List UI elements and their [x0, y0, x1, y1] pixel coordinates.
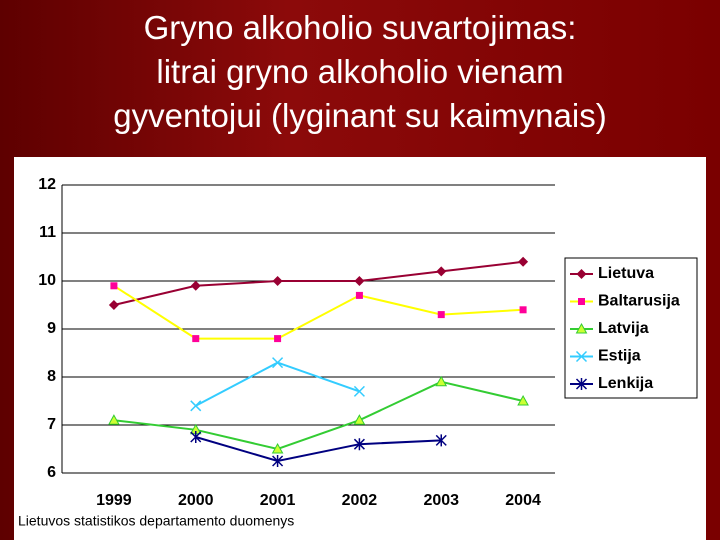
- series-line: [195, 436, 442, 463]
- legend-label: Latvija: [598, 320, 649, 337]
- data-point: [353, 385, 365, 397]
- title-line: gyventojui (lyginant su kaimynais): [113, 97, 607, 134]
- series-line: [113, 260, 524, 306]
- data-point: [272, 455, 284, 467]
- data-point: [190, 431, 202, 443]
- data-point: [435, 375, 448, 387]
- x-tick-label: 1999: [96, 492, 132, 509]
- x-tick-label: 2002: [342, 492, 378, 509]
- x-tick-label: 2001: [260, 492, 296, 509]
- data-point: [437, 311, 445, 319]
- legend-label: Estija: [598, 348, 641, 365]
- legend-marker: [576, 269, 587, 279]
- y-tick-label: 12: [38, 176, 56, 193]
- data-point: [110, 282, 118, 290]
- x-tick-label: 2004: [505, 492, 541, 509]
- y-tick-label: 10: [38, 272, 56, 289]
- y-tick-label: 9: [47, 320, 56, 337]
- data-point: [190, 280, 201, 291]
- x-tick-label: 2000: [178, 492, 214, 509]
- series-line: [113, 284, 524, 340]
- x-tick-label: 2003: [423, 492, 459, 509]
- data-point: [517, 394, 529, 406]
- series-line: [113, 380, 524, 451]
- y-tick-label: 7: [47, 416, 56, 433]
- title-line: Gryno alkoholio suvartojimas:: [143, 9, 577, 46]
- y-tick-label: 8: [47, 368, 56, 385]
- legend-marker: [575, 322, 588, 334]
- data-point: [190, 400, 202, 412]
- source-note: Lietuvos statistikos departamento duomen…: [18, 513, 294, 529]
- legend-marker: [578, 298, 585, 305]
- data-point: [272, 276, 283, 286]
- legend-marker: [575, 350, 588, 363]
- data-point: [271, 442, 284, 454]
- data-point: [108, 300, 119, 310]
- data-point: [274, 335, 282, 343]
- data-point: [435, 434, 447, 447]
- y-tick-label: 11: [39, 224, 56, 241]
- data-point: [354, 276, 365, 286]
- data-point: [518, 256, 529, 267]
- legend-label: Baltarusija: [598, 293, 680, 310]
- data-point: [108, 414, 120, 425]
- legend-label: Lietuva: [598, 265, 654, 282]
- data-point: [355, 291, 363, 299]
- title-line: litrai gryno alkoholio vienam: [156, 53, 564, 90]
- data-point: [436, 266, 447, 277]
- data-point: [519, 306, 527, 314]
- title: Gryno alkoholio suvartojimas: litrai gryn…: [0, 6, 720, 138]
- legend-marker: [575, 378, 588, 390]
- data-point: [272, 357, 284, 369]
- data-point: [192, 335, 200, 343]
- data-point: [353, 438, 365, 451]
- y-tick-label: 6: [47, 464, 56, 481]
- legend-label: Lenkija: [598, 375, 653, 392]
- data-point: [353, 414, 366, 425]
